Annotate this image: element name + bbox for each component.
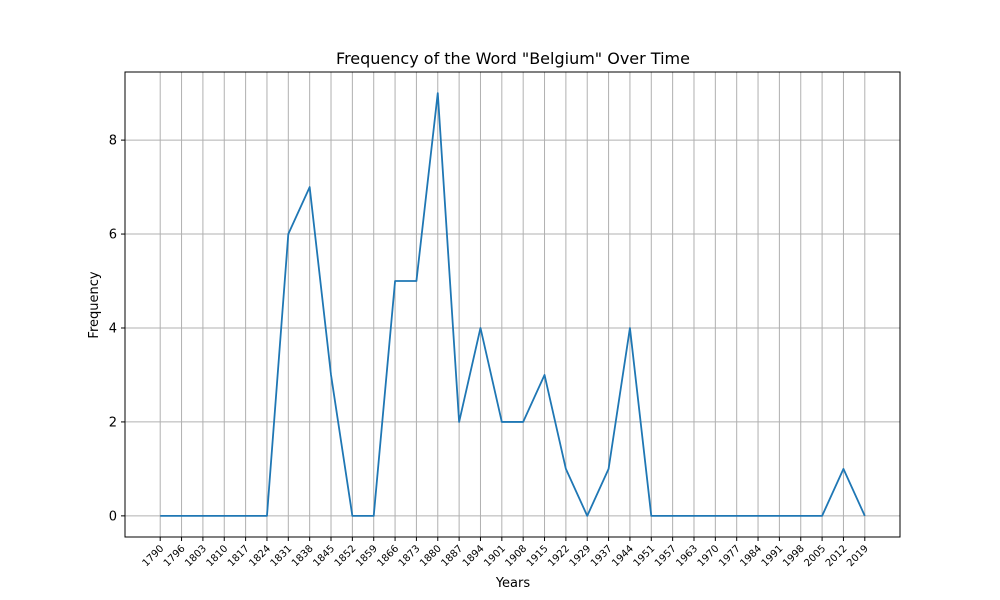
x-tick-label: 1790	[141, 543, 167, 569]
chart-title: Frequency of the Word "Belgium" Over Tim…	[336, 49, 690, 68]
y-axis-label: Frequency	[87, 271, 102, 338]
y-tick-label: 2	[109, 415, 117, 430]
series-layer	[160, 92, 866, 517]
x-tick-label: 1838	[290, 543, 316, 569]
x-tick-label: 1957	[653, 543, 679, 569]
x-tick-label: 1845	[311, 543, 337, 569]
x-tick-label: 1929	[568, 543, 594, 569]
x-tick-label: 1937	[589, 543, 615, 569]
y-tick-label: 6	[109, 228, 117, 243]
x-tick-label: 1880	[418, 543, 444, 569]
x-tick-label: 1984	[738, 543, 764, 569]
y-axis: 0 2 4 6 8	[109, 134, 125, 524]
x-tick-label: 1831	[269, 543, 295, 569]
x-tick-label: 1901	[482, 543, 508, 569]
x-tick-label: 2005	[802, 543, 828, 569]
x-tick-label: 1873	[397, 543, 423, 569]
x-tick-label: 1852	[333, 543, 359, 569]
x-tick-label: 1887	[439, 543, 465, 569]
x-tick-label: 1991	[760, 543, 786, 569]
grid	[125, 72, 900, 537]
x-tick-label: 1951	[632, 543, 658, 569]
x-tick-label: 1866	[375, 543, 401, 569]
plot-frame	[124, 71, 901, 538]
x-tick-label: 1963	[674, 543, 700, 569]
y-tick-label: 0	[109, 509, 117, 524]
x-tick-label: 1796	[162, 543, 188, 569]
x-tick-label: 1859	[354, 543, 380, 569]
x-tick-label: 1894	[461, 543, 487, 569]
x-tick-label: 1998	[781, 543, 807, 569]
x-tick-label: 1922	[546, 543, 572, 569]
x-tick-label: 1944	[610, 543, 636, 569]
x-axis: 1790179618031810181718241831183818451852…	[141, 537, 871, 569]
x-tick-label: 1915	[525, 543, 551, 569]
x-tick-label: 2019	[845, 543, 871, 569]
x-tick-label: 2012	[824, 543, 850, 569]
x-tick-label: 1977	[717, 543, 743, 569]
x-tick-label: 1803	[183, 543, 209, 569]
y-tick-label: 8	[109, 134, 117, 149]
x-tick-label: 1908	[504, 543, 530, 569]
x-tick-label: 1824	[247, 543, 273, 569]
x-axis-label: Years	[495, 576, 531, 591]
x-tick-label: 1970	[696, 543, 722, 569]
series-line	[160, 92, 866, 517]
y-tick-label: 4	[109, 321, 117, 336]
x-tick-label: 1817	[226, 543, 252, 569]
x-tick-label: 1810	[205, 543, 231, 569]
